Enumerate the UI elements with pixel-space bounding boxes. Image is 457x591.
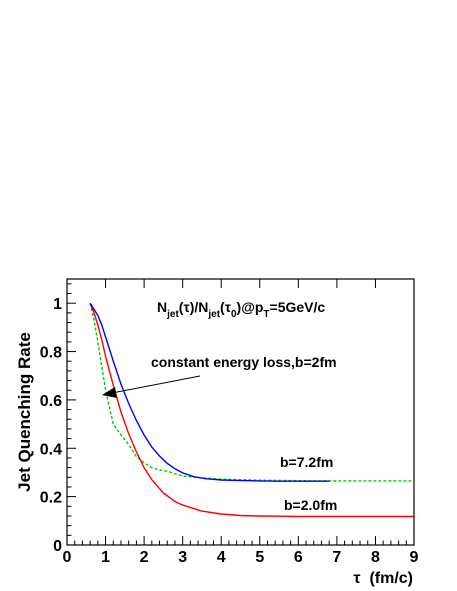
x-tick-label: 2 bbox=[140, 549, 149, 566]
arrow-annotation-label: constant energy loss,b=2fm bbox=[151, 354, 337, 370]
annotation-arrow-shaft bbox=[111, 375, 201, 394]
formula-annotation: Njet(τ)/Njet(τ0)@pT=5GeV/c bbox=[157, 299, 325, 320]
x-tick-label: 7 bbox=[332, 549, 341, 566]
x-axis-label: τ (fm/c) bbox=[353, 570, 413, 587]
x-tick-label: 6 bbox=[294, 549, 303, 566]
series-line-0 bbox=[89, 302, 330, 482]
x-tick-label: 4 bbox=[217, 549, 226, 566]
y-tick-label: 0.4 bbox=[40, 441, 62, 458]
x-tick-label: 8 bbox=[371, 549, 380, 566]
x-tick-label: 5 bbox=[255, 549, 264, 566]
series-line-1 bbox=[89, 302, 414, 518]
x-tick-label: 1 bbox=[101, 549, 110, 566]
series-line-2 bbox=[89, 303, 414, 482]
series-layer bbox=[89, 302, 414, 518]
x-tick-label: 9 bbox=[410, 549, 419, 566]
y-tick-label: 0 bbox=[53, 538, 62, 555]
series-label-b20: b=2.0fm bbox=[284, 497, 337, 513]
plot-frame bbox=[66, 278, 415, 546]
ticks-layer: 0 1 2 3 4 5 6 7 8 9 0 0.2 0.4 0.6 0.8 1 bbox=[40, 279, 419, 566]
x-tick-label: 3 bbox=[178, 549, 187, 566]
y-tick-label: 0.8 bbox=[40, 345, 62, 362]
y-tick-label: 0.2 bbox=[40, 490, 62, 507]
y-axis-label: Jet Quenching Rate bbox=[15, 332, 34, 492]
x-tick-label: 0 bbox=[63, 549, 72, 566]
y-tick-label: 0.6 bbox=[40, 393, 62, 410]
series-label-b72: b=7.2fm bbox=[280, 454, 333, 470]
y-tick-label: 1 bbox=[53, 296, 62, 313]
annotation-arrow-head bbox=[102, 387, 117, 398]
